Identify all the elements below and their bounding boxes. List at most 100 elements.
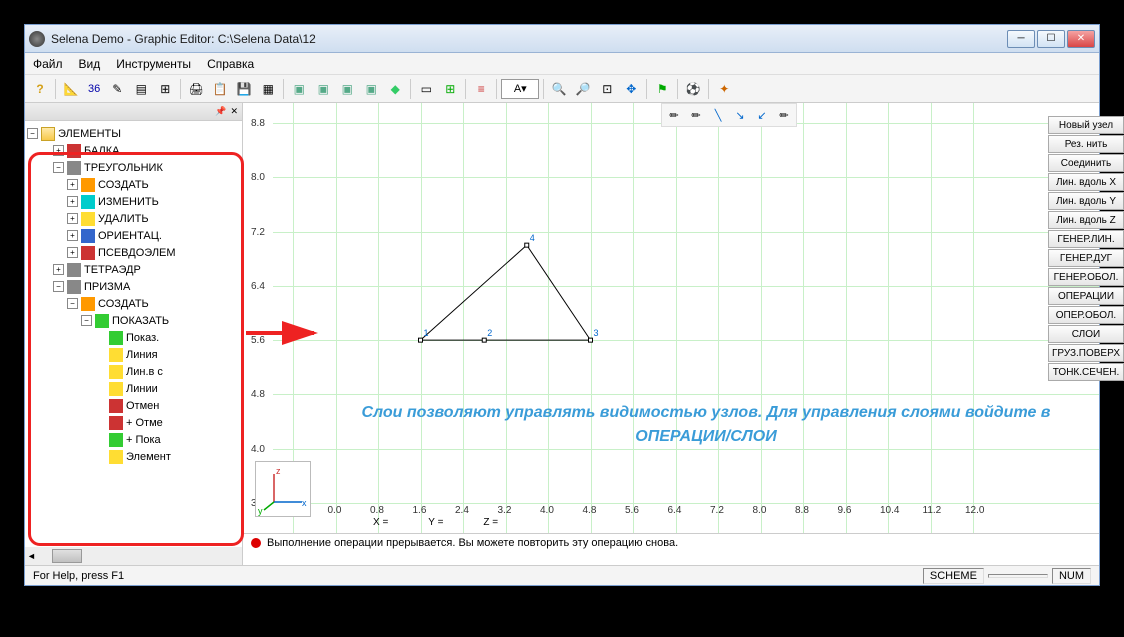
svg-text:x: x (302, 498, 307, 508)
drawing-canvas (243, 103, 1003, 533)
cube3-icon[interactable]: ▣ (336, 78, 358, 100)
mini-arrow1-icon[interactable]: ↘ (730, 106, 750, 124)
coord-bar: X = Y = Z = (273, 517, 1099, 533)
tree-item[interactable]: +СОЗДАТЬ (27, 176, 240, 193)
tree-item[interactable]: Показ. (27, 329, 240, 346)
mini-pencil1-icon[interactable]: ✏ (664, 106, 684, 124)
tree-root-label: ЭЛЕМЕНТЫ (58, 128, 121, 140)
tree-item[interactable]: −ТРЕУГОЛЬНИК (27, 159, 240, 176)
tree-item[interactable]: + Отме (27, 414, 240, 431)
axis-icon[interactable]: ✦ (713, 78, 735, 100)
help-icon[interactable]: ? (29, 78, 51, 100)
axis-gizmo: z x y (255, 461, 311, 517)
overlay-hint-text: Слои позволяют управлять видимостью узло… (353, 401, 1059, 449)
tree-item[interactable]: +ПСЕВДОЭЛЕМ (27, 244, 240, 261)
tree-item[interactable]: −ПОКАЗАТЬ (27, 312, 240, 329)
cube5-icon[interactable]: ◆ (384, 78, 406, 100)
right-panel-button[interactable]: Соединить (1048, 154, 1124, 172)
mini-arrow2-icon[interactable]: ↙ (752, 106, 772, 124)
right-panel-button[interactable]: ГЕНЕР.ДУГ (1048, 249, 1124, 267)
statusbar-num: NUM (1052, 568, 1091, 584)
tree-item[interactable]: Элемент (27, 448, 240, 465)
menu-file[interactable]: Файл (33, 57, 63, 71)
pan-icon[interactable]: ✥ (620, 78, 642, 100)
zoom-fit-icon[interactable]: ⊡ (596, 78, 618, 100)
menu-view[interactable]: Вид (79, 57, 101, 71)
tree-item[interactable]: +ОРИЕНТАЦ. (27, 227, 240, 244)
window-title: Selena Demo - Graphic Editor: C:\Selena … (51, 32, 1007, 46)
tree-item[interactable]: +БАЛКА (27, 142, 240, 159)
tool-a-icon[interactable]: ✎ (106, 78, 128, 100)
angle-value: 36 (84, 83, 104, 95)
mini-pencil2-icon[interactable]: ✏ (686, 106, 706, 124)
right-panel-button[interactable]: ОПЕР.ОБОЛ. (1048, 306, 1124, 324)
zoom-out-icon[interactable]: 🔎 (572, 78, 594, 100)
mini-slash-icon[interactable]: ╲ (708, 106, 728, 124)
close-button[interactable]: ✕ (1067, 30, 1095, 48)
svg-text:y: y (258, 506, 263, 516)
right-panel-button[interactable]: Лин. вдоль Z (1048, 211, 1124, 229)
statusbar-scheme: SCHEME (923, 568, 984, 584)
minimize-button[interactable]: ─ (1007, 30, 1035, 48)
app-icon (29, 31, 45, 47)
print-icon[interactable]: 🖨 (185, 78, 207, 100)
mini-pencil3-icon[interactable]: ✏ (774, 106, 794, 124)
coord-z-label: Z = (483, 517, 498, 533)
tree-item[interactable]: +ИЗМЕНИТЬ (27, 193, 240, 210)
coord-x-label: X = (373, 517, 388, 533)
app-window: Selena Demo - Graphic Editor: C:\Selena … (24, 24, 1100, 586)
main-area: 📌 ✕ − ЭЛЕМЕНТЫ +БАЛКА−ТРЕУГОЛЬНИК+СОЗДАТ… (25, 103, 1099, 565)
tool-c-icon[interactable]: ⊞ (154, 78, 176, 100)
right-panel-button[interactable]: Новый узел (1048, 116, 1124, 134)
grid-icon[interactable]: ▦ (257, 78, 279, 100)
menu-help[interactable]: Справка (207, 57, 254, 71)
tree-item[interactable]: Линия (27, 346, 240, 363)
tree-header: 📌 ✕ (25, 103, 242, 121)
tree-pin-icon[interactable]: 📌 (215, 106, 226, 117)
tree-item[interactable]: Отмен (27, 397, 240, 414)
right-panel-button[interactable]: ГРУЗ.ПОВЕРХ (1048, 344, 1124, 362)
grid2-icon[interactable]: ⊞ (439, 78, 461, 100)
tree-item[interactable]: −СОЗДАТЬ (27, 295, 240, 312)
select-icon[interactable]: ▭ (415, 78, 437, 100)
tree-close-icon[interactable]: ✕ (230, 106, 238, 117)
tree-item[interactable]: +ТЕТРАЭДР (27, 261, 240, 278)
cube4-icon[interactable]: ▣ (360, 78, 382, 100)
right-panel-button[interactable]: Лин. вдоль X (1048, 173, 1124, 191)
right-panel-button[interactable]: Лин. вдоль Y (1048, 192, 1124, 210)
tree-panel: 📌 ✕ − ЭЛЕМЕНТЫ +БАЛКА−ТРЕУГОЛЬНИК+СОЗДАТ… (25, 103, 243, 565)
right-panel-button[interactable]: ГЕНЕР.ОБОЛ. (1048, 268, 1124, 286)
angle-tool-icon[interactable]: 📐 (60, 78, 82, 100)
right-button-panel: Новый узелРез. нитьСоединитьЛин. вдоль X… (1048, 116, 1124, 381)
tree-body: − ЭЛЕМЕНТЫ +БАЛКА−ТРЕУГОЛЬНИК+СОЗДАТЬ+ИЗ… (25, 121, 242, 541)
cube1-icon[interactable]: ▣ (288, 78, 310, 100)
right-panel-button[interactable]: СЛОИ (1048, 325, 1124, 343)
tree-item[interactable]: Линии (27, 380, 240, 397)
operation-status: Выполнение операции прерывается. Вы може… (243, 533, 1099, 551)
right-panel-button[interactable]: ГЕНЕР.ЛИН. (1048, 230, 1124, 248)
maximize-button[interactable]: ☐ (1037, 30, 1065, 48)
layers-icon[interactable]: ≡ (470, 78, 492, 100)
tree-item[interactable]: Лин.в с (27, 363, 240, 380)
save-icon[interactable]: 💾 (233, 78, 255, 100)
right-panel-button[interactable]: Рез. нить (1048, 135, 1124, 153)
tree-item[interactable]: + Пока (27, 431, 240, 448)
tree-root[interactable]: − ЭЛЕМЕНТЫ (27, 125, 240, 142)
tree-item[interactable]: +УДАЛИТЬ (27, 210, 240, 227)
tool-b-icon[interactable]: ▤ (130, 78, 152, 100)
status-message: Выполнение операции прерывается. Вы може… (267, 537, 678, 549)
ball-icon[interactable]: ⚽ (682, 78, 704, 100)
menubar: Файл Вид Инструменты Справка (25, 53, 1099, 75)
tree-item[interactable]: −ПРИЗМА (27, 278, 240, 295)
right-panel-button[interactable]: ОПЕРАЦИИ (1048, 287, 1124, 305)
copy-icon[interactable]: 📋 (209, 78, 231, 100)
flag-icon[interactable]: ⚑ (651, 78, 673, 100)
canvas-area[interactable]: -0.80.00.81.62.43.24.04.85.66.47.28.08.8… (243, 103, 1099, 565)
font-dropdown[interactable]: A ▾ (501, 79, 539, 99)
cube2-icon[interactable]: ▣ (312, 78, 334, 100)
toolbar: ? 📐 36 ✎ ▤ ⊞ 🖨 📋 💾 ▦ ▣ ▣ ▣ ▣ ◆ ▭ ⊞ ≡ A ▾… (25, 75, 1099, 103)
tree-scrollbar[interactable]: ◄ (25, 547, 242, 565)
zoom-in-icon[interactable]: 🔍 (548, 78, 570, 100)
menu-tools[interactable]: Инструменты (116, 57, 191, 71)
right-panel-button[interactable]: ТОНК.СЕЧЕН. (1048, 363, 1124, 381)
